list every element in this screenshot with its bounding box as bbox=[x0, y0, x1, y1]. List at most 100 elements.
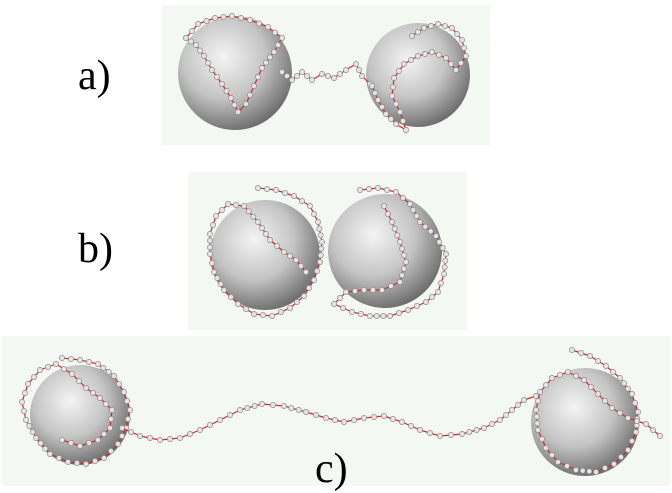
chain-bead bbox=[408, 57, 414, 63]
chain-bead bbox=[331, 301, 337, 307]
chain-bead bbox=[42, 445, 49, 452]
chain-bead bbox=[256, 20, 262, 27]
chain-bead bbox=[534, 420, 541, 427]
chain-bead bbox=[361, 415, 367, 421]
chain-bead bbox=[438, 280, 444, 286]
chain-bead bbox=[459, 431, 465, 437]
chain-bead bbox=[56, 455, 62, 461]
chain-bead bbox=[86, 440, 92, 446]
chain-bead bbox=[415, 29, 421, 35]
chain-bead bbox=[53, 361, 59, 367]
chain-bead bbox=[435, 21, 441, 27]
chain-bead bbox=[403, 259, 409, 265]
chain-bead bbox=[489, 421, 495, 427]
chain-bead bbox=[29, 429, 36, 435]
chain-bead bbox=[237, 407, 243, 413]
chain-bead bbox=[267, 237, 273, 243]
chain-b-left-surface bbox=[207, 185, 325, 319]
chain-bead bbox=[211, 269, 217, 275]
chain-bead bbox=[207, 251, 213, 257]
chain-bead bbox=[193, 42, 199, 48]
chain-bead bbox=[396, 310, 402, 316]
chain-bead bbox=[371, 414, 377, 420]
chain-bead bbox=[389, 93, 395, 99]
chain-bead bbox=[74, 460, 80, 466]
chain-bead bbox=[157, 437, 163, 443]
panel-a-label: a) bbox=[78, 53, 111, 99]
chain-bead bbox=[463, 53, 469, 59]
chain-bead bbox=[441, 271, 447, 277]
sphere-a-left bbox=[178, 16, 292, 130]
chain-bead bbox=[509, 407, 515, 413]
chain-bead bbox=[422, 51, 428, 57]
chain-bead bbox=[381, 203, 387, 209]
chain-bead bbox=[539, 436, 545, 442]
chain-bead bbox=[272, 29, 278, 36]
chain-bead bbox=[116, 381, 122, 387]
chain-bead bbox=[92, 458, 98, 464]
chain-bead bbox=[318, 245, 325, 252]
chain-bead bbox=[197, 47, 203, 54]
chain-bead bbox=[634, 418, 640, 424]
chain-bead bbox=[549, 375, 555, 381]
chain-bead bbox=[251, 83, 257, 89]
chain-bead bbox=[309, 77, 315, 83]
chain-bead bbox=[299, 69, 305, 75]
chain-bead bbox=[267, 54, 273, 61]
chain-bead bbox=[323, 415, 329, 421]
chain-bead bbox=[317, 259, 323, 265]
chain-bead bbox=[481, 425, 487, 431]
chain-bead bbox=[314, 268, 320, 274]
chain-bead bbox=[298, 263, 304, 269]
chain-bead bbox=[289, 77, 295, 83]
chain-bead bbox=[421, 25, 427, 31]
chain-bead bbox=[397, 279, 403, 285]
chain-bead bbox=[19, 399, 25, 405]
chain-bead bbox=[83, 461, 89, 467]
chain-bead bbox=[68, 440, 74, 446]
chain-bead bbox=[341, 419, 347, 425]
chain-bead bbox=[301, 293, 307, 299]
chain-a-right-surface bbox=[369, 21, 469, 133]
chain-bead bbox=[625, 415, 631, 421]
chain-bead bbox=[291, 193, 297, 199]
chain-bead bbox=[393, 101, 399, 107]
chain-bead bbox=[311, 211, 317, 217]
chain-bead bbox=[611, 461, 617, 467]
chain-bead bbox=[332, 417, 338, 423]
chain-bead bbox=[349, 309, 355, 315]
chain-bead bbox=[59, 437, 65, 443]
chain-bead bbox=[221, 287, 227, 293]
chain-bead bbox=[243, 101, 249, 107]
chain-bead bbox=[390, 416, 396, 422]
chain-bead bbox=[388, 116, 394, 122]
chain-bead bbox=[293, 257, 299, 263]
chain-bead bbox=[26, 423, 33, 429]
chain-bead bbox=[111, 373, 117, 379]
chain-bead bbox=[617, 410, 623, 416]
chain-bead bbox=[214, 275, 221, 281]
chain-bead bbox=[448, 432, 454, 438]
chain-bead bbox=[397, 109, 403, 115]
chain-bead bbox=[458, 60, 464, 66]
chain-bead bbox=[128, 429, 134, 435]
sphere-a-right bbox=[366, 23, 470, 127]
chain-bead bbox=[69, 371, 75, 377]
chain-bead bbox=[61, 366, 67, 372]
chain-bead bbox=[384, 187, 390, 193]
chain-bead bbox=[564, 463, 570, 469]
chain-bead bbox=[303, 409, 309, 415]
chain-bead bbox=[197, 427, 203, 433]
chain-bead bbox=[588, 384, 594, 390]
chain-bead bbox=[217, 417, 223, 423]
chain-bead bbox=[535, 427, 541, 433]
chain-bead bbox=[466, 429, 473, 435]
chain-bead bbox=[33, 435, 39, 441]
chain-bead bbox=[367, 313, 373, 319]
chain-bead bbox=[210, 222, 216, 228]
chain-bead bbox=[108, 416, 114, 422]
chain-b-right-surface bbox=[331, 185, 449, 319]
chain-bead bbox=[183, 35, 189, 41]
chain-bead bbox=[379, 287, 385, 293]
chain-bead bbox=[595, 358, 601, 364]
